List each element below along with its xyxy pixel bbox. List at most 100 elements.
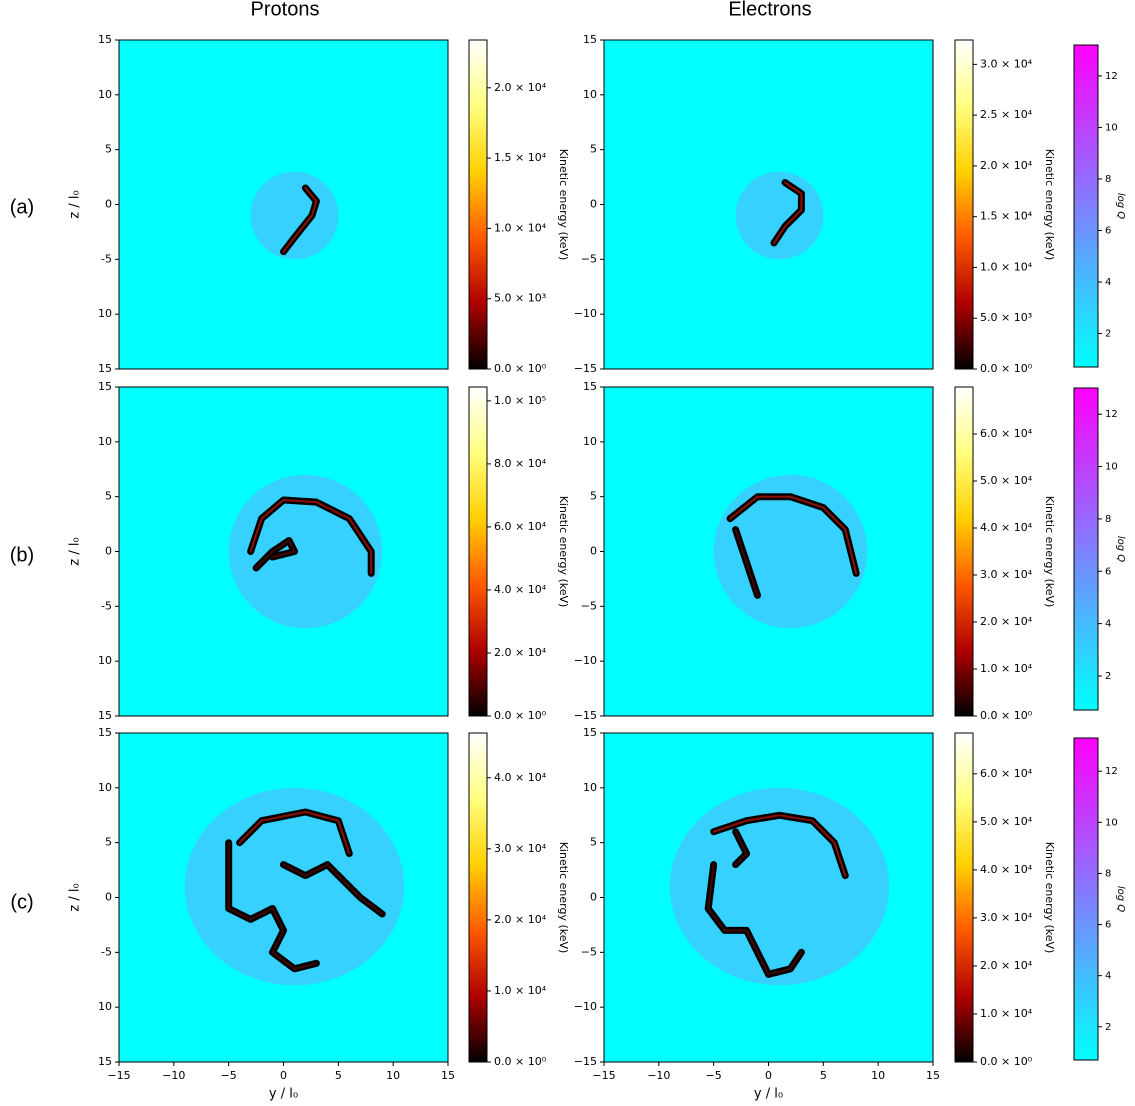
column-title: Protons — [251, 0, 320, 20]
y-tick-label: 0 — [590, 198, 597, 211]
q-colorbar-tick-label: 2 — [1105, 671, 1111, 682]
colorbar — [468, 39, 488, 370]
particle-trace — [225, 839, 320, 973]
colorbar-tick-label: 2.0 × 10⁴ — [494, 913, 547, 926]
y-tick-label: 15 — [583, 726, 597, 739]
q-colorbar — [1073, 737, 1099, 1061]
row-label: (c) — [10, 891, 33, 913]
q-colorbar-tick-label: 10 — [1105, 817, 1118, 828]
y-tick-label: 15 — [583, 33, 597, 46]
colorbar — [954, 386, 974, 717]
y-tick-label: −10 — [574, 307, 597, 320]
q-colorbar — [1073, 387, 1099, 711]
y-tick-label: −10 — [574, 1000, 597, 1013]
y-tick-label: -5 — [101, 945, 112, 958]
colorbar-tick-label: 5.0 × 10⁴ — [980, 815, 1033, 828]
heatmap-background — [604, 733, 933, 1062]
q-colorbar-tick-label: 10 — [1105, 122, 1118, 133]
x-tick-label: −5 — [706, 1069, 722, 1082]
y-tick-label: 5 — [105, 836, 112, 849]
x-tick-label: −10 — [647, 1069, 670, 1082]
particle-trace — [704, 861, 805, 978]
colorbar-tick-label: 4.0 × 10⁴ — [494, 771, 547, 784]
y-axis-label: z / l₀ — [68, 537, 83, 565]
y-tick-label: −5 — [581, 252, 597, 265]
q-colorbar-tick-label: 4 — [1105, 619, 1111, 630]
colorbar-tick-label: 4.0 × 10⁴ — [494, 583, 547, 596]
y-tick-label: 10 — [98, 307, 112, 320]
row-label: (a) — [10, 196, 34, 218]
x-tick-label: −5 — [221, 1069, 237, 1082]
colorbar-tick-label: 0.0 × 10⁰ — [494, 709, 547, 722]
particle-trace-hot — [707, 863, 803, 976]
q-colorbar — [1073, 44, 1099, 368]
colorbar-tick-label: 3.0 × 10⁴ — [980, 57, 1033, 70]
particle-trace-hot — [255, 539, 296, 569]
q-colorbar-tick-label: 8 — [1105, 174, 1111, 185]
particle-trace-hot — [282, 187, 318, 253]
particle-trace-hot — [773, 181, 803, 244]
particle-trace-hot — [238, 811, 351, 855]
y-axis-label: z / l₀ — [68, 883, 83, 911]
y-tick-label: 10 — [98, 435, 112, 448]
colorbar-tick-label: 6.0 × 10⁴ — [494, 520, 547, 533]
q-colorbar-tick-label: 8 — [1105, 868, 1111, 879]
particle-trace-hot — [734, 528, 759, 597]
particle-trace-hot — [227, 841, 318, 970]
q-colorbar-tick-label: 6 — [1105, 920, 1111, 931]
y-tick-label: 5 — [590, 490, 597, 503]
particle-trace-hot — [712, 814, 847, 877]
q-cloud — [669, 787, 890, 986]
heatmap-background — [604, 40, 933, 369]
y-tick-label: 10 — [98, 654, 112, 667]
y-tick-label: 0 — [105, 545, 112, 558]
y-tick-label: 15 — [98, 1055, 112, 1068]
colorbar-tick-label: 2.0 × 10⁴ — [494, 646, 547, 659]
colorbar-label: Kinetic energy (keV) — [557, 496, 570, 608]
x-tick-label: 10 — [386, 1069, 400, 1082]
y-tick-label: 0 — [105, 198, 112, 211]
particle-trace — [732, 828, 751, 869]
colorbar-tick-label: 5.0 × 10⁴ — [980, 474, 1033, 487]
particle-trace-hot — [729, 495, 858, 575]
y-axis-label: z / l₀ — [68, 190, 83, 218]
particle-trace-hot — [249, 499, 373, 575]
x-tick-label: −15 — [592, 1069, 615, 1082]
q-colorbar-tick-label: 12 — [1105, 766, 1118, 777]
y-tick-label: 5 — [105, 490, 112, 503]
y-tick-label: 10 — [583, 88, 597, 101]
colorbar-tick-label: 6.0 × 10⁴ — [980, 427, 1033, 440]
x-tick-label: −15 — [107, 1069, 130, 1082]
y-tick-label: 0 — [590, 891, 597, 904]
colorbar-tick-label: 5.0 × 10³ — [494, 292, 546, 305]
y-tick-label: 15 — [98, 362, 112, 375]
q-colorbar-tick-label: 6 — [1105, 225, 1111, 236]
y-tick-label: 10 — [98, 1000, 112, 1013]
colorbar-tick-label: 2.0 × 10⁴ — [494, 81, 547, 94]
colorbar-tick-label: 1.0 × 10⁴ — [980, 1007, 1033, 1020]
q-colorbar-tick-label: 2 — [1105, 329, 1111, 340]
q-colorbar-label: log Q — [1115, 536, 1126, 562]
y-tick-label: 15 — [98, 380, 112, 393]
colorbar-tick-label: 2.0 × 10⁴ — [980, 159, 1033, 172]
x-axis-label: y / l₀ — [269, 1087, 298, 1102]
x-tick-label: 15 — [926, 1069, 940, 1082]
q-colorbar-tick-label: 12 — [1105, 409, 1118, 420]
y-tick-label: 10 — [98, 781, 112, 794]
q-colorbar-label: log Q — [1115, 886, 1126, 912]
colorbar-tick-label: 2.5 × 10⁴ — [980, 108, 1033, 121]
colorbar-tick-label: 0.0 × 10⁰ — [980, 1055, 1033, 1068]
y-tick-label: −15 — [574, 709, 597, 722]
y-tick-label: −5 — [581, 599, 597, 612]
q-cloud — [184, 787, 405, 986]
q-cloud — [250, 171, 339, 260]
y-tick-label: 5 — [590, 836, 597, 849]
colorbar-tick-label: 1.0 × 10⁴ — [980, 260, 1033, 273]
colorbar-tick-label: 4.0 × 10⁴ — [980, 863, 1033, 876]
colorbar-tick-label: 1.0 × 10⁴ — [980, 662, 1033, 675]
particle-trace — [280, 861, 386, 918]
y-tick-label: 15 — [583, 380, 597, 393]
q-colorbar-tick-label: 6 — [1105, 566, 1111, 577]
y-tick-label: 15 — [98, 33, 112, 46]
